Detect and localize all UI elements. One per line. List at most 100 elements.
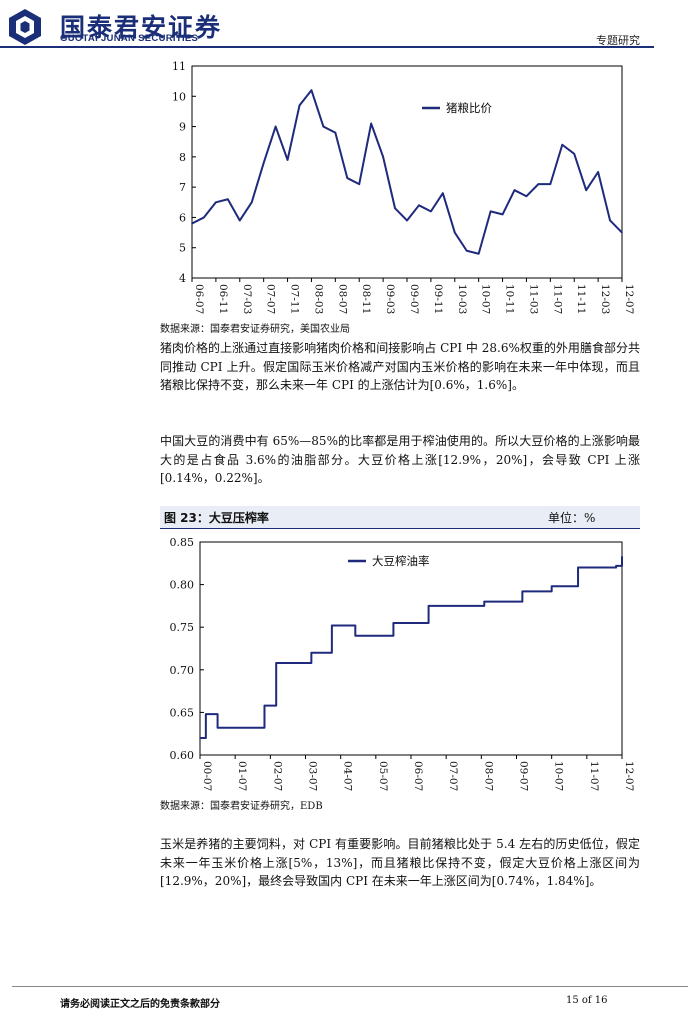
data-point xyxy=(577,566,579,569)
legend-label: 猪粮比价 xyxy=(446,101,492,115)
x-tick-label: 01-07 xyxy=(236,761,248,791)
data-point xyxy=(573,153,576,155)
soybean-crush-rate-chart: 0.60 0.65 0.70 0.75 0.80 0.85 00-07 01-07 02-07 0… xyxy=(170,536,636,791)
x-tick-label: 05-07 xyxy=(377,761,389,791)
data-point xyxy=(216,726,219,729)
data-point xyxy=(430,210,432,213)
data-point xyxy=(191,222,193,225)
data-point xyxy=(274,125,277,128)
x-tick-label: 09-11 xyxy=(432,284,444,314)
y-tick-label: 0.70 xyxy=(170,664,195,677)
data-point xyxy=(331,624,333,627)
data-point xyxy=(442,192,444,194)
data-point xyxy=(199,737,201,739)
x-tick-label: 11-03 xyxy=(527,284,539,314)
footer-disclaimer: 请务必阅读正文之后的免责条款部分 xyxy=(60,999,220,1010)
x-tick-label: 02-07 xyxy=(271,761,283,791)
data-point xyxy=(322,125,325,128)
page-number: 15 of 16 xyxy=(566,995,608,1006)
figure-23-unit: 单位：% xyxy=(548,511,596,525)
x-tick-label: 04-07 xyxy=(342,761,354,791)
data-point xyxy=(346,177,349,179)
y-tick-label: 0.60 xyxy=(170,749,195,762)
y-tick-label: 0.65 xyxy=(170,706,195,719)
data-point xyxy=(525,195,528,198)
paragraph-3: 玉米是养猪的主要饲料，对 CPI 有重要影响。目前猪粮比处于 5.4 左右的历史… xyxy=(160,837,640,888)
y-tick-label: 0.75 xyxy=(170,621,195,634)
data-point xyxy=(238,219,241,222)
chart1-source: 数据来源：国泰君安证券研究，美国农业局 xyxy=(160,324,350,335)
data-point xyxy=(418,204,420,207)
x-tick-label: 09-03 xyxy=(384,284,396,314)
data-point xyxy=(406,219,408,222)
x-tick-label: 08-07 xyxy=(482,761,494,791)
y-tick-label: 7 xyxy=(179,181,186,194)
y-tick-label: 10 xyxy=(172,90,186,103)
data-point xyxy=(358,183,361,185)
x-tick-label: 10-03 xyxy=(456,284,468,314)
x-tick-label: 07-07 xyxy=(265,284,277,314)
y-tick-label: 4 xyxy=(179,272,186,285)
data-point xyxy=(427,605,430,607)
series-line xyxy=(200,556,623,739)
data-point xyxy=(203,216,205,219)
x-tick-label: 08-03 xyxy=(312,284,324,314)
chart2-source: 数据来源：国泰君安证券研究，EDB xyxy=(160,801,323,812)
x-tick-label: 06-11 xyxy=(217,284,229,314)
logo-text-en: GUOTAI JUNAN SECURITIES xyxy=(60,33,199,44)
data-point xyxy=(370,122,372,125)
logo-icon xyxy=(9,9,41,45)
data-point xyxy=(621,555,623,558)
data-point xyxy=(334,131,337,134)
data-point xyxy=(615,565,617,567)
x-tick-label: 09-07 xyxy=(408,284,420,314)
data-point xyxy=(585,189,587,191)
x-tick-label: 07-03 xyxy=(241,284,253,314)
data-point xyxy=(489,210,492,213)
data-point xyxy=(477,252,480,255)
series-line xyxy=(191,89,623,255)
figure-title-bar xyxy=(160,506,640,529)
plot-frame xyxy=(191,65,623,279)
figure-23-title: 图 23：大豆压榨率 xyxy=(164,511,269,525)
data-point xyxy=(310,89,313,92)
data-point xyxy=(310,651,313,654)
paragraph-2: 中国大豆的消费中有 65%—85%的比率都是用于榨油使用的。所以大豆价格的上涨影… xyxy=(160,434,640,485)
y-tick-label: 0.85 xyxy=(170,536,195,549)
x-tick-label: 10-07 xyxy=(553,761,565,791)
hog-grain-ratio-chart: 4 5 6 7 8 9 10 11 06-07 06-11 07-03 07-07 07-11 08-03… xyxy=(172,60,635,314)
data-point xyxy=(222,726,225,729)
x-tick-label: 03-07 xyxy=(307,761,319,791)
x-tick-label: 11-07 xyxy=(551,284,563,314)
y-tick-label: 9 xyxy=(179,121,186,134)
plot-frame xyxy=(199,541,623,756)
data-point xyxy=(354,634,357,637)
data-point xyxy=(215,201,217,204)
data-point xyxy=(286,159,289,161)
x-tick-label: 11-11 xyxy=(575,284,587,314)
x-tick-label: 08-11 xyxy=(360,284,372,314)
paragraph-1: 猪肉价格的上涨通过直接影响猪肉价格和间接影响占 CPI 中 28.6%权重的外用… xyxy=(160,341,640,392)
x-tick-label: 00-07 xyxy=(201,761,213,791)
y-tick-label: 6 xyxy=(179,211,186,224)
data-point xyxy=(392,622,395,624)
data-point xyxy=(468,605,471,607)
data-point xyxy=(227,198,229,201)
data-point xyxy=(501,213,504,216)
legend-label: 大豆榨油率 xyxy=(372,554,430,568)
data-point xyxy=(205,713,207,715)
data-point xyxy=(561,143,564,146)
y-tick-label: 0.80 xyxy=(170,579,195,592)
data-point xyxy=(465,249,468,252)
y-tick-label: 5 xyxy=(179,242,186,255)
x-tick-label: 08-07 xyxy=(336,284,348,314)
x-tick-label: 07-11 xyxy=(289,284,301,314)
section-tag: 专题研究 xyxy=(596,34,640,47)
data-point xyxy=(483,600,486,603)
data-point xyxy=(621,231,623,234)
footer-divider xyxy=(12,986,688,987)
data-point xyxy=(416,622,418,624)
data-point xyxy=(550,585,553,588)
data-point xyxy=(609,219,611,222)
logo-text-cn: 国泰君安证券 xyxy=(60,13,223,42)
